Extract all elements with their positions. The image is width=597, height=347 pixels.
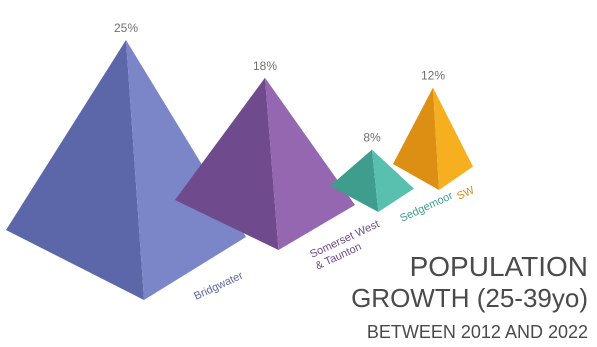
pyramid-sedgemoor bbox=[330, 149, 414, 212]
pyramid-somerset-west-taunton bbox=[175, 77, 355, 250]
category-label: Bridgwater bbox=[192, 269, 245, 302]
pyramid-face-right bbox=[126, 40, 246, 300]
category-label: SW bbox=[455, 184, 477, 203]
chart-title-line-1: POPULATION bbox=[410, 251, 588, 282]
value-label: 25% bbox=[114, 21, 138, 35]
pyramid-face-left bbox=[175, 77, 279, 250]
pyramid-bridgwater bbox=[6, 40, 246, 300]
pyramid-face-right bbox=[433, 87, 473, 190]
value-label-layer: 25% 18% 8% 12% bbox=[114, 21, 445, 145]
pyramid-face-left bbox=[393, 87, 439, 190]
chart-title-line-3: BETWEEN 2012 AND 2022 bbox=[367, 322, 588, 342]
pyramid-layer bbox=[6, 40, 473, 300]
chart-title-line-2: GROWTH (25-39yo) bbox=[351, 283, 588, 313]
pyramid-face-left bbox=[330, 149, 379, 212]
pyramid-sw bbox=[393, 87, 473, 190]
pyramid-face-right bbox=[265, 77, 355, 250]
category-label: Sedgemoor bbox=[398, 190, 455, 225]
pyramid-face-left bbox=[6, 40, 144, 300]
category-label: Somerset West& Taunton bbox=[308, 218, 387, 272]
pyramid-face-right bbox=[372, 149, 414, 212]
value-label: 18% bbox=[253, 59, 277, 73]
value-label: 12% bbox=[421, 69, 445, 83]
value-label: 8% bbox=[363, 131, 381, 145]
chart-title: POPULATION GROWTH (25-39yo) BETWEEN 2012… bbox=[351, 251, 588, 342]
